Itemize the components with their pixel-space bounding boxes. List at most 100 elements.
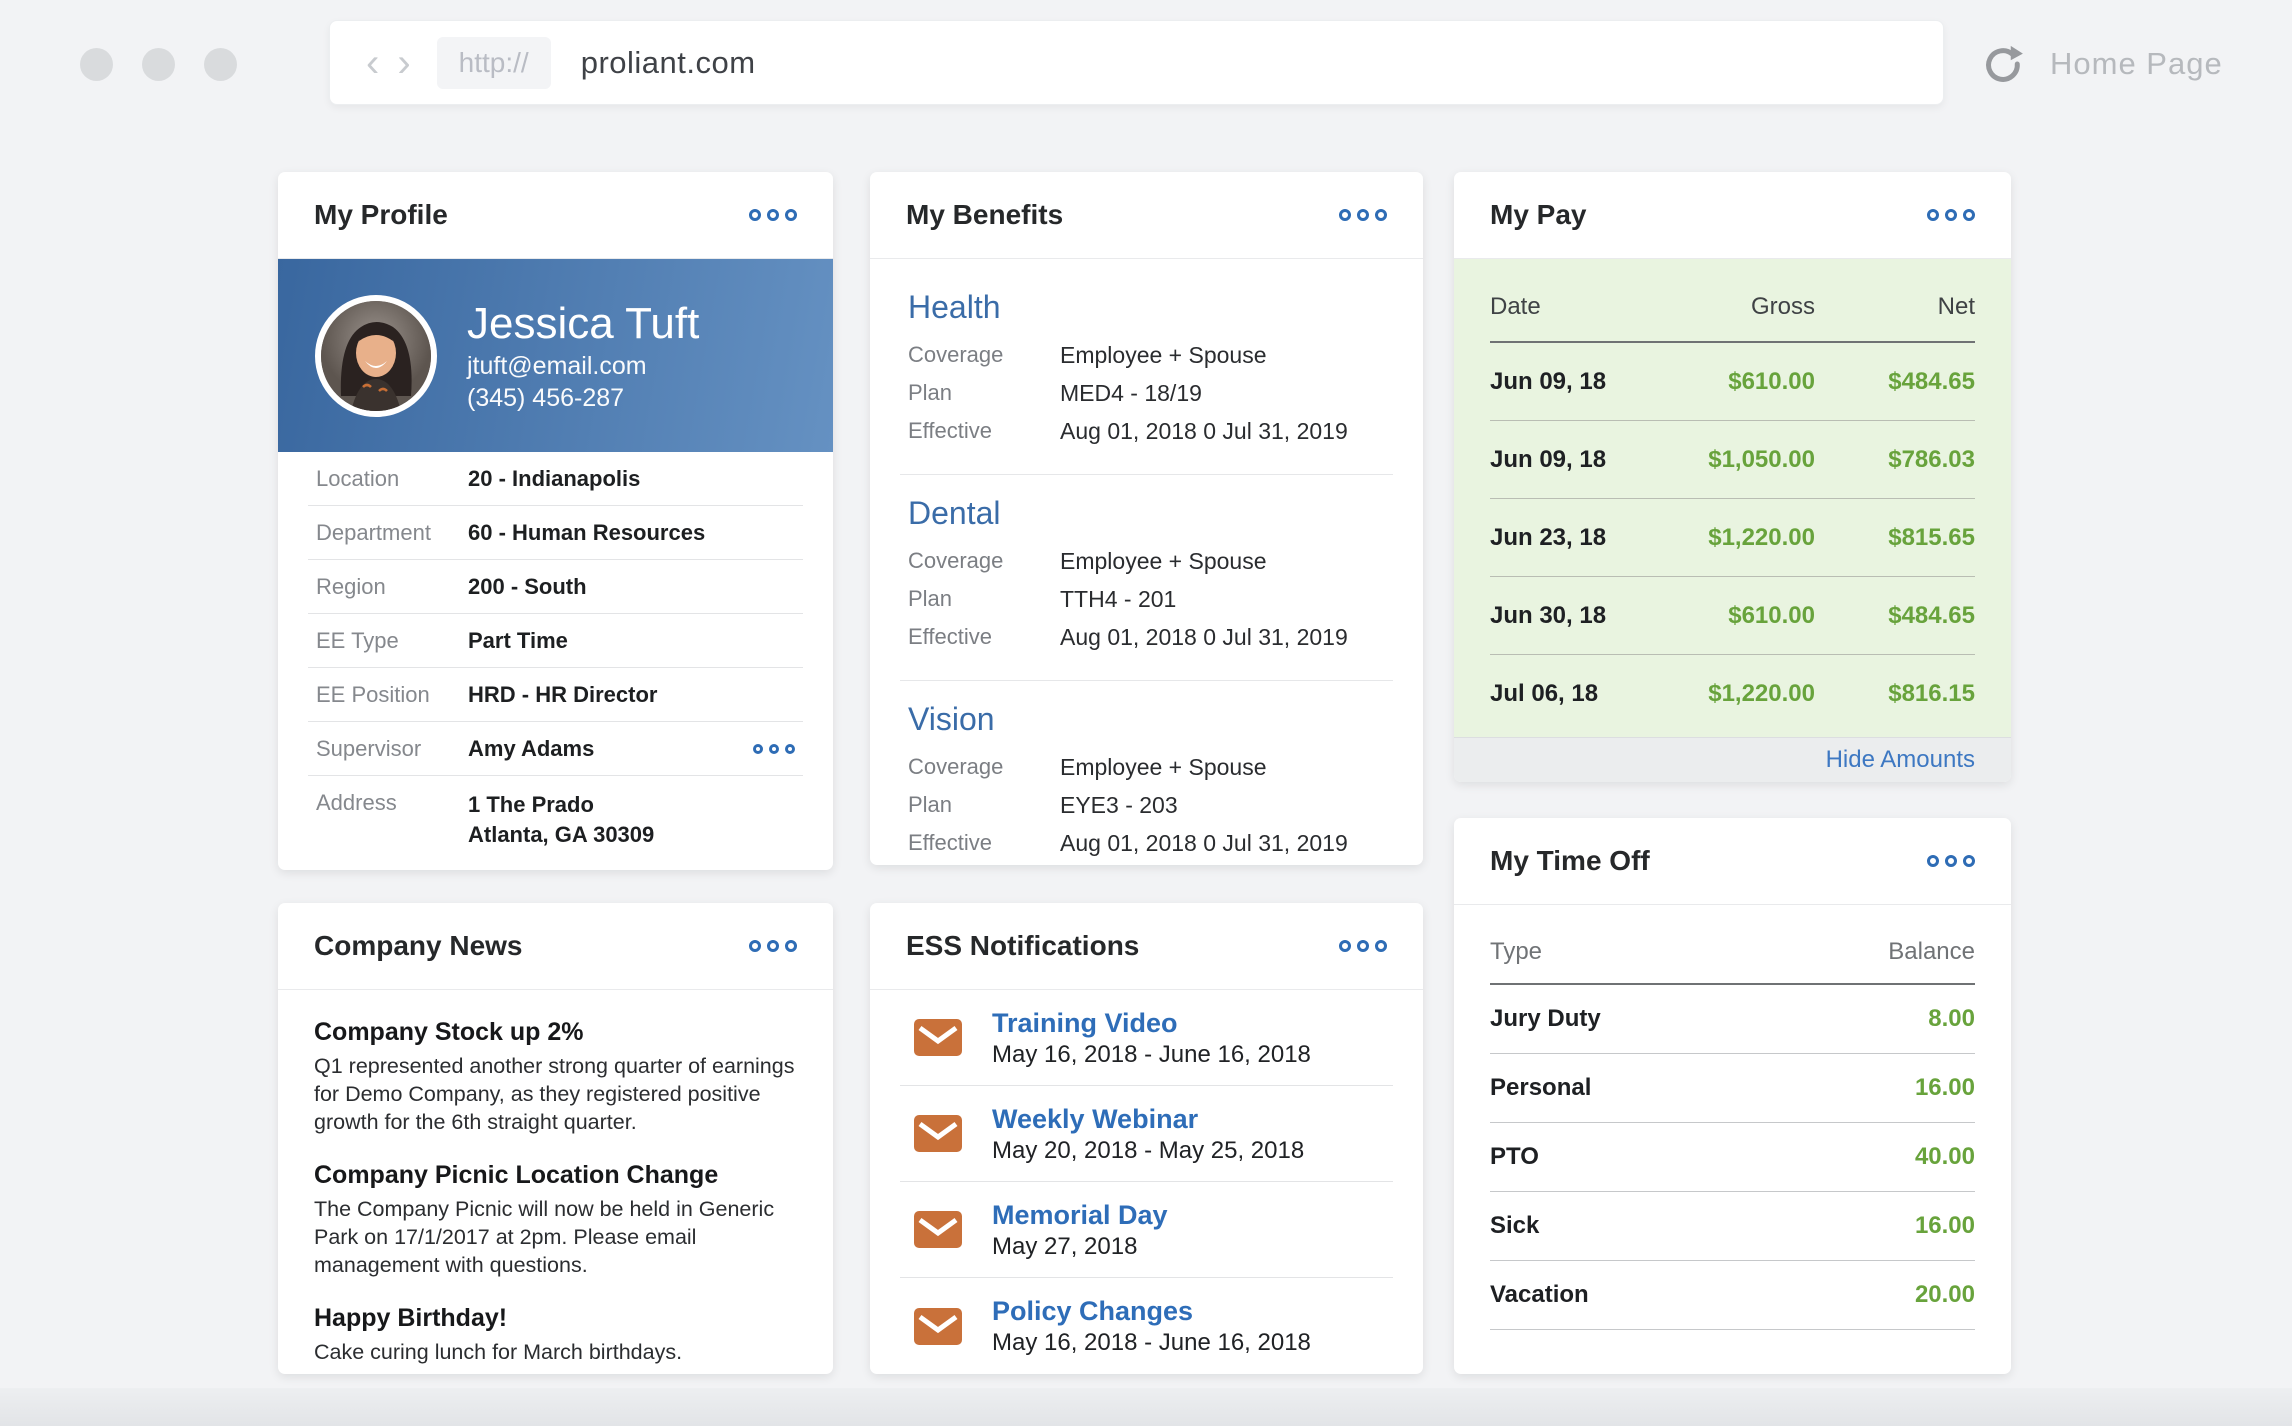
notification-title[interactable]: Memorial Day	[992, 1199, 1168, 1230]
notification-item[interactable]: Training Video May 16, 2018 - June 16, 2…	[900, 990, 1393, 1086]
benefit-row-label: Effective	[908, 624, 992, 649]
url-text[interactable]: proliant.com	[580, 44, 756, 80]
notification-title[interactable]: Weekly Webinar	[992, 1103, 1199, 1134]
url-scheme-text: http://	[458, 46, 529, 78]
pay-date: Jun 09, 18	[1490, 367, 1607, 395]
notification-title[interactable]: Policy Changes	[992, 1296, 1194, 1326]
benefit-effective: Aug 01, 2018 0 Jul 31, 2019	[1060, 830, 1348, 856]
card-header: ESS Notifications	[870, 903, 1423, 990]
notification-item[interactable]: Policy Changes May 16, 2018 - June 16, 2…	[900, 1278, 1393, 1374]
timeoff-balance: 40.00	[1914, 1143, 1975, 1170]
hide-amounts-link[interactable]: Hide Amounts	[1825, 746, 1975, 773]
column-header-gross: Gross	[1750, 293, 1815, 320]
envelope-icon	[914, 1115, 962, 1152]
benefit-row-label: Coverage	[908, 342, 1004, 367]
card-menu-button[interactable]	[749, 940, 797, 952]
card-menu-button[interactable]	[1927, 855, 1975, 867]
window-control-dot	[204, 48, 237, 81]
benefit-row-label: Plan	[908, 586, 953, 611]
pay-date: Jun 23, 18	[1490, 523, 1607, 551]
benefit-section-vision: Vision Coverage Employee + Spouse Plan EYE…	[900, 681, 1393, 886]
envelope-icon	[914, 1211, 962, 1248]
timeoff-table: Type Balance Jury Duty 8.00 Personal 16.…	[1454, 905, 2011, 1330]
card-menu-button[interactable]	[749, 209, 797, 221]
news-headline: Company Stock up 2%	[314, 1018, 584, 1046]
notification-title[interactable]: Training Video	[992, 1007, 1178, 1038]
timeoff-row[interactable]: Jury Duty 8.00	[1490, 985, 1975, 1054]
pay-date: Jul 06, 18	[1490, 680, 1599, 707]
benefit-plan: MED4 - 18/19	[1060, 380, 1202, 406]
pay-date: Jun 30, 18	[1490, 601, 1607, 629]
profile-field-row-address: Address 1 The Prado Atlanta, GA 30309	[308, 776, 803, 870]
benefit-row-label: Plan	[908, 380, 953, 405]
field-label: Supervisor	[316, 735, 422, 761]
benefit-coverage: Employee + Spouse	[1060, 548, 1267, 574]
refresh-icon[interactable]	[1982, 42, 2024, 84]
card-my-benefits: My Benefits Health Coverage Employee + Sp…	[870, 172, 1423, 865]
supervisor-menu-button[interactable]	[753, 743, 795, 754]
timeoff-row[interactable]: Personal 16.00	[1490, 1054, 1975, 1123]
home-page-label[interactable]: Home Page	[2050, 46, 2223, 81]
card-menu-button[interactable]	[1927, 209, 1975, 221]
profile-fields: Location 20 - Indianapolis Department 60…	[278, 452, 833, 870]
profile-field-row: EE Position HRD - HR Director	[308, 668, 803, 722]
card-menu-button[interactable]	[1339, 209, 1387, 221]
notification-item[interactable]: Memorial Day May 27, 2018	[900, 1182, 1393, 1278]
back-icon[interactable]: ‹	[366, 40, 380, 85]
benefit-section-health: Health Coverage Employee + Spouse Plan MED…	[900, 269, 1393, 475]
column-header-type: Type	[1490, 938, 1543, 965]
field-label: EE Position	[316, 681, 430, 707]
news-text: Cake curing lunch for March birthdays.	[314, 1340, 683, 1364]
timeoff-balance: 8.00	[1928, 1005, 1975, 1032]
news-list: Company Stock up 2% Q1 represented anoth…	[278, 990, 833, 1366]
card-header: My Profile	[278, 172, 833, 259]
card-header: Company News	[278, 903, 833, 990]
pay-gross: $610.00	[1728, 601, 1815, 629]
card-menu-button[interactable]	[1339, 940, 1387, 952]
profile-field-row: Location 20 - Indianapolis	[308, 452, 803, 506]
pay-row[interactable]: Jun 30, 18 $610.00 $484.65	[1490, 577, 1975, 655]
pay-row[interactable]: Jul 06, 18 $1,220.00 $816.15	[1490, 655, 1975, 733]
notification-dates: May 27, 2018	[992, 1232, 1138, 1260]
field-value: 200 - South	[468, 573, 587, 599]
timeoff-type: Personal	[1490, 1074, 1592, 1101]
field-label: Region	[316, 573, 386, 599]
url-scheme-badge: http://	[436, 36, 551, 89]
window-control-dot	[142, 48, 175, 81]
pay-date: Jun 09, 18	[1490, 445, 1607, 473]
field-label: EE Type	[316, 627, 399, 653]
envelope-icon	[914, 1307, 962, 1345]
pay-row[interactable]: Jun 23, 18 $1,220.00 $815.65	[1490, 499, 1975, 577]
employee-email: jtuft@email.com	[467, 351, 647, 380]
field-value: HRD - HR Director	[468, 681, 658, 707]
page-bottom-shade	[0, 1388, 2292, 1426]
news-text: Q1 represented another strong quarter of…	[314, 1054, 795, 1134]
benefit-plan: TTH4 - 201	[1060, 586, 1177, 612]
news-item: Company Picnic Location Change The Compa…	[314, 1161, 797, 1279]
news-item: Happy Birthday! Cake curing lunch for Ma…	[314, 1304, 797, 1366]
timeoff-row[interactable]: Vacation 20.00	[1490, 1261, 1975, 1330]
profile-banner: Jessica Tuft jtuft@email.com (345) 456-2…	[278, 259, 833, 452]
field-label: Location	[316, 465, 400, 491]
card-my-pay: My Pay Date Gross Net Jun 09, 18 $610.00…	[1454, 172, 2011, 782]
forward-icon[interactable]: ›	[397, 40, 411, 85]
pay-row[interactable]: Jun 09, 18 $610.00 $484.65	[1490, 343, 1975, 421]
card-title: My Profile	[314, 199, 448, 230]
timeoff-row[interactable]: PTO 40.00	[1490, 1123, 1975, 1192]
pay-row[interactable]: Jun 09, 18 $1,050.00 $786.03	[1490, 421, 1975, 499]
avatar	[315, 294, 437, 417]
card-header: My Pay	[1454, 172, 2011, 259]
profile-field-row: Region 200 - South	[308, 560, 803, 614]
timeoff-type: Sick	[1490, 1212, 1540, 1239]
field-label: Address	[316, 790, 397, 815]
notification-item[interactable]: Weekly Webinar May 20, 2018 - May 25, 20…	[900, 1086, 1393, 1182]
card-title: ESS Notifications	[906, 930, 1140, 961]
address-line-2: Atlanta, GA 30309	[468, 822, 655, 847]
pay-net: $484.65	[1888, 601, 1975, 629]
field-value: 20 - Indianapolis	[468, 465, 641, 491]
timeoff-row[interactable]: Sick 16.00	[1490, 1192, 1975, 1261]
benefit-coverage: Employee + Spouse	[1060, 342, 1267, 368]
news-headline: Company Picnic Location Change	[314, 1161, 719, 1189]
address-bar[interactable]: ‹ › http:// proliant.com	[329, 20, 1944, 105]
